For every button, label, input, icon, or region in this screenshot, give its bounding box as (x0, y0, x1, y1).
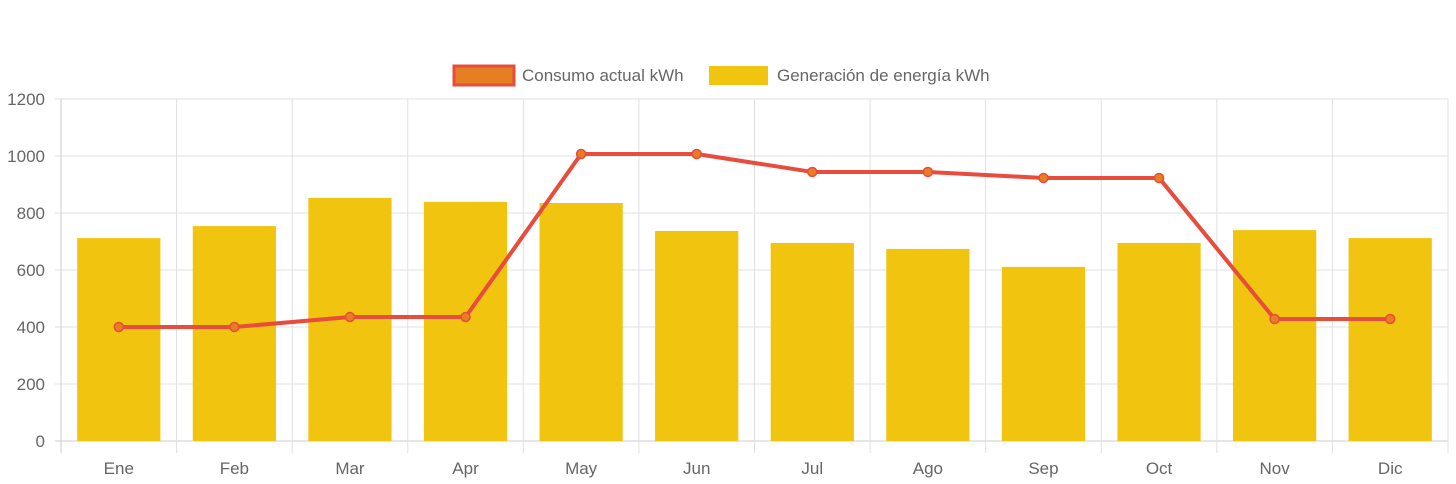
point-sep (1038, 172, 1049, 184)
x-axis: Ene Feb Mar Apr May Jun Jul Ago Sep Oct Nov Dic (104, 459, 1403, 478)
point-jun (691, 148, 702, 160)
x-tick-label: Sep (1028, 459, 1058, 478)
legend: Consumo actual kWh Generación de energía… (452, 64, 990, 87)
x-tick-label: May (565, 459, 598, 478)
bar-dic (1348, 238, 1432, 441)
point-apr (460, 311, 471, 323)
y-tick-label: 400 (17, 318, 45, 337)
x-tick-label: Ene (104, 459, 134, 478)
y-tick-label: 0 (36, 432, 45, 451)
y-tick-label: 800 (17, 204, 45, 223)
point-oct (1153, 172, 1165, 184)
bar-sep (1001, 266, 1086, 441)
x-tick-label: Oct (1146, 459, 1173, 478)
bar-ago (886, 248, 970, 441)
y-tick-label: 600 (17, 261, 45, 280)
y-axis: 0 200 400 600 800 1000 1200 (7, 90, 45, 451)
x-tick-label: Mar (335, 459, 365, 478)
legend-label-generacion[interactable]: Generación de energía kWh (777, 66, 990, 85)
x-tick-label: Jun (683, 459, 710, 478)
bar-jul (770, 242, 854, 441)
point-feb (229, 321, 240, 333)
consumo-line (118, 152, 1391, 329)
x-tick-label: Ago (913, 459, 943, 478)
x-tick-label: Apr (452, 459, 479, 478)
x-tick-label: Dic (1378, 459, 1403, 478)
legend-swatch-generacion[interactable] (709, 66, 768, 85)
legend-label-consumo[interactable]: Consumo actual kWh (522, 66, 684, 85)
y-tick-label: 200 (17, 375, 45, 394)
bar-jun (655, 230, 739, 441)
legend-swatch-consumo[interactable] (452, 64, 516, 87)
bar-nov (1233, 230, 1317, 441)
line-series (113, 148, 1396, 333)
point-ene (113, 321, 125, 333)
point-jul (807, 166, 818, 178)
point-mar (344, 311, 356, 323)
y-tick-label: 1200 (7, 90, 45, 109)
bar-ene (77, 238, 161, 441)
y-tick-label: 1000 (7, 147, 45, 166)
x-tick-label: Feb (220, 459, 249, 478)
bar-may (539, 203, 623, 441)
point-nov (1269, 313, 1280, 325)
grid (55, 98, 1449, 453)
point-dic (1384, 313, 1396, 325)
bar-feb (192, 226, 276, 441)
bar-oct (1117, 242, 1201, 441)
x-tick-label: Jul (801, 459, 823, 478)
point-ago (922, 166, 934, 178)
x-tick-label: Nov (1260, 459, 1291, 478)
point-may (575, 148, 587, 160)
